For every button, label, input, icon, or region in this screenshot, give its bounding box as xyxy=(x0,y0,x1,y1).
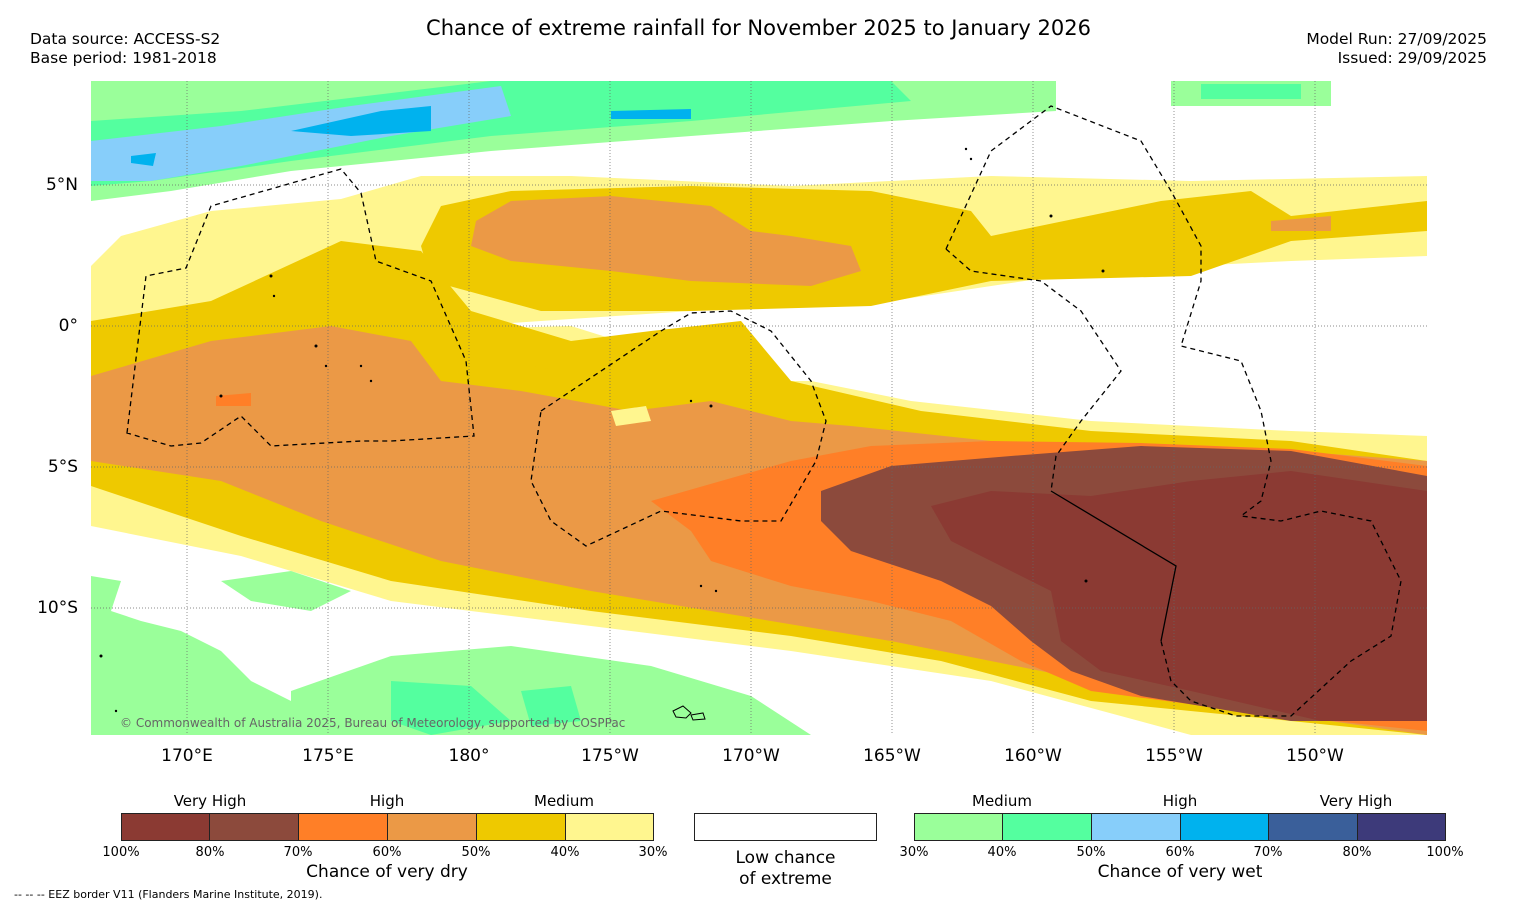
legend-dry-swatch xyxy=(209,813,299,841)
legend-wet-tick: 50% xyxy=(1076,845,1106,860)
page-title: Chance of extreme rainfall for November … xyxy=(426,16,1091,40)
model-run: Model Run: 27/09/2025 xyxy=(1306,30,1487,48)
lon-label-170e: 170°E xyxy=(161,746,213,766)
wet-band-north-mid xyxy=(91,81,911,186)
lat-label-0: 0° xyxy=(58,316,78,336)
legend-low-line2: of extreme xyxy=(739,869,832,889)
legend-wet-cat-high: High xyxy=(1162,792,1198,810)
legend-dry-tick: 50% xyxy=(461,845,491,860)
meta-right: Model Run: 27/09/2025 Issued: 29/09/2025 xyxy=(1306,30,1487,68)
lon-label-165w: 165°W xyxy=(863,746,921,766)
legend-low-line1: Low chance xyxy=(735,848,836,868)
lon-label-150w: 150°W xyxy=(1286,746,1344,766)
legend-wet-tick: 100% xyxy=(1426,845,1464,860)
legend-wet-tick: 30% xyxy=(899,845,929,860)
legend-dry-caption: Chance of very dry xyxy=(306,862,468,882)
lon-label-175w: 175°W xyxy=(581,746,639,766)
legend-wet-caption: Chance of very wet xyxy=(1097,862,1263,882)
dry-band-very-high-dark xyxy=(931,471,1427,721)
legend-wet-tick: 70% xyxy=(1253,845,1283,860)
base-period: Base period: 1981-2018 xyxy=(30,49,217,67)
legend-wet-swatch xyxy=(1091,813,1181,841)
legend-wet-swatch xyxy=(1002,813,1092,841)
legend-dry-tick: 60% xyxy=(372,845,402,860)
legend-wet-swatch xyxy=(914,813,1003,841)
legend-dry-swatch xyxy=(565,813,654,841)
issued-date: Issued: 29/09/2025 xyxy=(1337,49,1487,67)
legend-wet-tick: 40% xyxy=(987,845,1017,860)
legend-dry-tick: 30% xyxy=(638,845,668,860)
legend-low-swatch xyxy=(694,813,877,841)
legend-dry-tick: 40% xyxy=(550,845,580,860)
lon-label-175e: 175°E xyxy=(302,746,354,766)
lon-label-155w: 155°W xyxy=(1145,746,1203,766)
map-credit: © Commonwealth of Australia 2025, Bureau… xyxy=(120,716,626,730)
legend-wet-tick: 60% xyxy=(1165,845,1195,860)
lon-label-180: 180° xyxy=(448,746,490,766)
graticule xyxy=(91,81,1427,735)
rainfall-map xyxy=(91,81,1427,735)
legend-wet-cat-very-high: Very High xyxy=(1319,792,1393,810)
legend-dry-swatch xyxy=(298,813,388,841)
legend-dry-tick: 80% xyxy=(195,845,225,860)
eez-borders xyxy=(126,105,1402,717)
lon-label-170w: 170°W xyxy=(722,746,780,766)
legend-wet-swatch xyxy=(1357,813,1446,841)
legend-dry-tick: 100% xyxy=(102,845,140,860)
islands xyxy=(99,147,1105,713)
lat-label-5n: 5°N xyxy=(45,175,78,195)
legend-dry-cat-medium: Medium xyxy=(534,792,594,810)
legend-dry-swatch xyxy=(121,813,210,841)
legend-dry-tick: 70% xyxy=(283,845,313,860)
lat-label-10s: 10°S xyxy=(37,598,78,618)
meta-left: Data source: ACCESS-S2 Base period: 1981… xyxy=(30,30,220,68)
lon-label-160w: 160°W xyxy=(1004,746,1062,766)
data-source: Data source: ACCESS-S2 xyxy=(30,30,221,48)
dry-band-north-orange xyxy=(471,196,861,286)
eez-footnote: -- -- -- EEZ border V11 (Flanders Marine… xyxy=(14,888,323,901)
legend-wet-swatch xyxy=(1180,813,1270,841)
legend-dry-cat-very-high: Very High xyxy=(173,792,247,810)
lat-label-5s: 5°S xyxy=(47,457,78,477)
wet-patch-southwest xyxy=(91,576,321,735)
legend-dry-swatch xyxy=(476,813,566,841)
legend-wet-swatch xyxy=(1268,813,1358,841)
legend-wet-tick: 80% xyxy=(1342,845,1372,860)
legend-dry-swatch xyxy=(387,813,477,841)
legend-dry-cat-high: High xyxy=(369,792,405,810)
legend-wet-cat-medium: Medium xyxy=(972,792,1032,810)
